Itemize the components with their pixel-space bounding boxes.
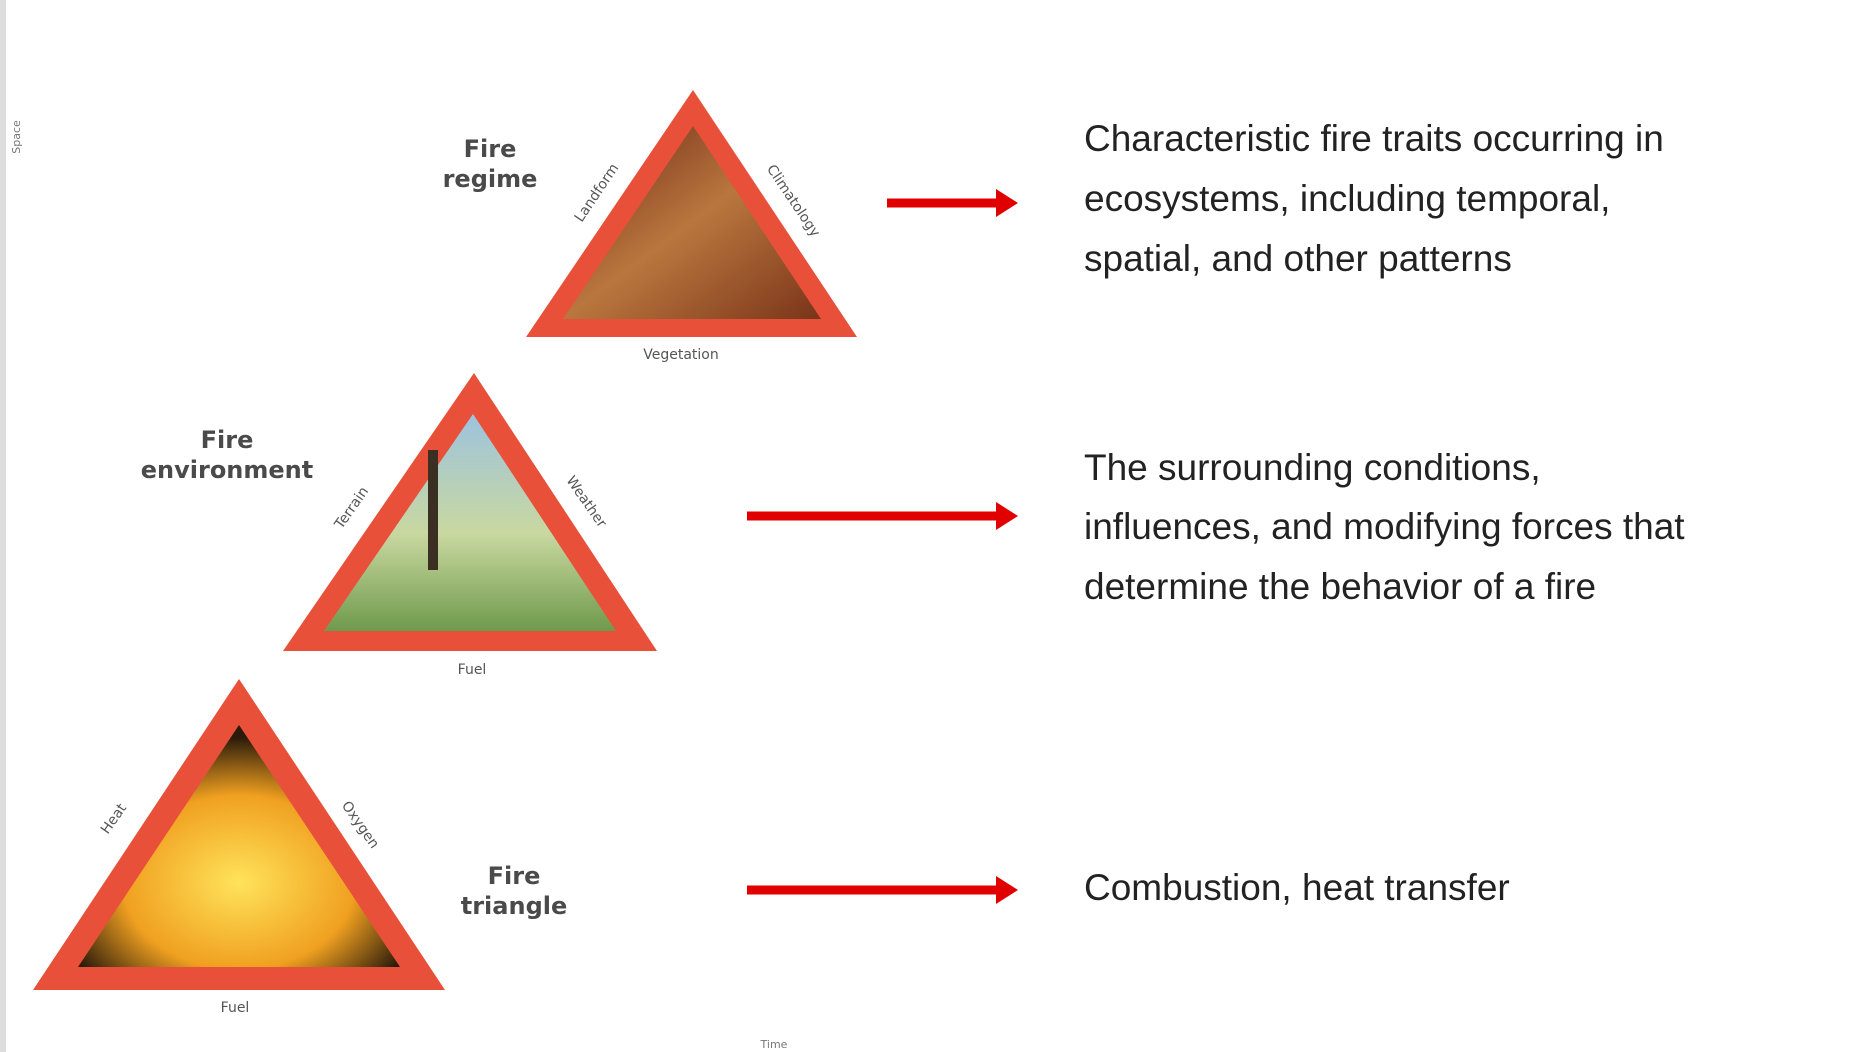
description: The surrounding conditions, — [1084, 447, 1541, 488]
level-label: triangle — [461, 892, 568, 920]
description: influences, and modifying forces that — [1084, 506, 1685, 547]
diagram: Space Time Fire regime Landform Climatol… — [0, 0, 1864, 1052]
level-label: Fire — [201, 426, 254, 454]
level-label: Fire — [464, 135, 517, 163]
axis-label: Time — [760, 1038, 788, 1051]
description: Characteristic fire traits occurring in — [1084, 118, 1664, 159]
side-label: Heat — [98, 800, 130, 837]
level-label: environment — [141, 456, 314, 484]
arrow-head — [996, 876, 1018, 904]
arrow-head — [996, 189, 1018, 217]
triangle-image — [563, 126, 821, 319]
side-label: Terrain — [331, 484, 372, 533]
description: spatial, and other patterns — [1084, 238, 1512, 279]
scan-edge — [0, 0, 6, 1052]
description: Combustion, heat transfer — [1084, 867, 1510, 908]
level-label: regime — [443, 165, 538, 193]
triangle-image — [78, 725, 400, 967]
side-label: Vegetation — [643, 347, 719, 363]
side-label: Fuel — [458, 662, 487, 678]
description: ecosystems, including temporal, — [1084, 178, 1610, 219]
description: determine the behavior of a fire — [1084, 566, 1596, 607]
axis-label: Space — [10, 120, 23, 154]
side-label: Fuel — [221, 1000, 250, 1016]
tree-trunk — [428, 450, 438, 570]
level-label: Fire — [488, 862, 541, 890]
arrow-head — [996, 502, 1018, 530]
